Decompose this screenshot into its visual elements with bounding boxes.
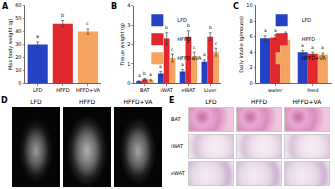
svg-text:4: 4 xyxy=(127,2,130,8)
svg-text:HFFD: HFFD xyxy=(302,36,316,42)
svg-text:a: a xyxy=(159,64,162,69)
svg-text:b: b xyxy=(187,23,190,28)
svg-text:C: C xyxy=(233,2,239,11)
svg-text:iWAT: iWAT xyxy=(161,87,174,93)
svg-text:b: b xyxy=(165,25,168,30)
svg-text:0: 0 xyxy=(127,80,130,86)
svg-text:LFD: LFD xyxy=(33,87,43,93)
svg-text:50: 50 xyxy=(15,15,21,21)
html-text:HFFD: HFFD xyxy=(79,98,95,105)
html-text:HFFD+VA: HFFD+VA xyxy=(123,98,153,105)
html-text:D: D xyxy=(1,96,8,105)
html-text:LFD: LFD xyxy=(30,98,42,105)
svg-text:feed: feed xyxy=(307,87,318,93)
html-text:E: E xyxy=(169,96,175,105)
svg-text:a: a xyxy=(181,62,184,67)
svg-text:0: 0 xyxy=(18,80,21,86)
svg-text:1: 1 xyxy=(127,61,130,67)
svg-text:a: a xyxy=(264,28,267,33)
html-text:HFFD+VA: HFFD+VA xyxy=(292,98,322,105)
svg-text:Max body weight (g): Max body weight (g) xyxy=(7,19,14,70)
svg-text:2: 2 xyxy=(249,64,252,70)
svg-text:b: b xyxy=(143,71,146,76)
svg-text:water: water xyxy=(268,87,283,93)
svg-text:20: 20 xyxy=(15,54,21,60)
svg-text:BAT: BAT xyxy=(140,87,150,93)
svg-text:6: 6 xyxy=(249,33,252,39)
svg-text:HFFD+VA: HFFD+VA xyxy=(302,55,327,61)
svg-text:3: 3 xyxy=(127,22,130,28)
svg-text:a: a xyxy=(203,52,206,57)
svg-text:HFFD+VA: HFFD+VA xyxy=(177,55,202,61)
svg-text:a: a xyxy=(138,73,141,78)
html-text:HFFD: HFFD xyxy=(251,98,267,105)
svg-text:B: B xyxy=(111,2,117,11)
svg-text:8: 8 xyxy=(249,18,252,24)
svg-text:c: c xyxy=(215,41,218,46)
svg-text:60: 60 xyxy=(15,2,21,8)
html-text:BAT: BAT xyxy=(171,115,181,122)
svg-text:a: a xyxy=(311,45,314,50)
svg-text:Tissue weight (g): Tissue weight (g) xyxy=(119,23,126,67)
svg-text:c: c xyxy=(171,47,174,52)
svg-text:a: a xyxy=(284,30,287,35)
svg-text:eWAT: eWAT xyxy=(182,87,197,93)
html-text:iWAT: iWAT xyxy=(171,142,184,149)
svg-text:30: 30 xyxy=(15,41,21,47)
svg-text:0: 0 xyxy=(249,80,252,86)
html-text:LFD: LFD xyxy=(205,98,217,105)
svg-text:a: a xyxy=(274,28,277,33)
svg-text:HFFD+VA: HFFD+VA xyxy=(76,87,101,93)
svg-text:Liver: Liver xyxy=(204,87,217,93)
svg-text:a: a xyxy=(321,45,324,50)
svg-text:b: b xyxy=(61,12,64,18)
svg-text:LFD: LFD xyxy=(177,17,187,23)
svg-text:40: 40 xyxy=(15,28,21,34)
svg-text:c: c xyxy=(193,45,196,50)
svg-text:a: a xyxy=(36,33,39,39)
svg-text:10: 10 xyxy=(15,67,21,73)
svg-text:2: 2 xyxy=(127,41,130,47)
svg-text:4: 4 xyxy=(249,49,252,55)
svg-text:a: a xyxy=(149,72,152,77)
svg-text:Daily intake (g/mouse): Daily intake (g/mouse) xyxy=(238,16,245,73)
svg-text:HFFD: HFFD xyxy=(56,87,70,93)
svg-text:HFFD: HFFD xyxy=(177,36,191,42)
svg-text:c: c xyxy=(86,20,89,26)
svg-text:10: 10 xyxy=(246,2,252,8)
svg-text:A: A xyxy=(2,2,9,11)
svg-text:b: b xyxy=(209,25,212,30)
html-text:eWAT: eWAT xyxy=(171,169,185,176)
svg-text:a: a xyxy=(301,43,304,48)
svg-text:LFD: LFD xyxy=(302,17,312,23)
